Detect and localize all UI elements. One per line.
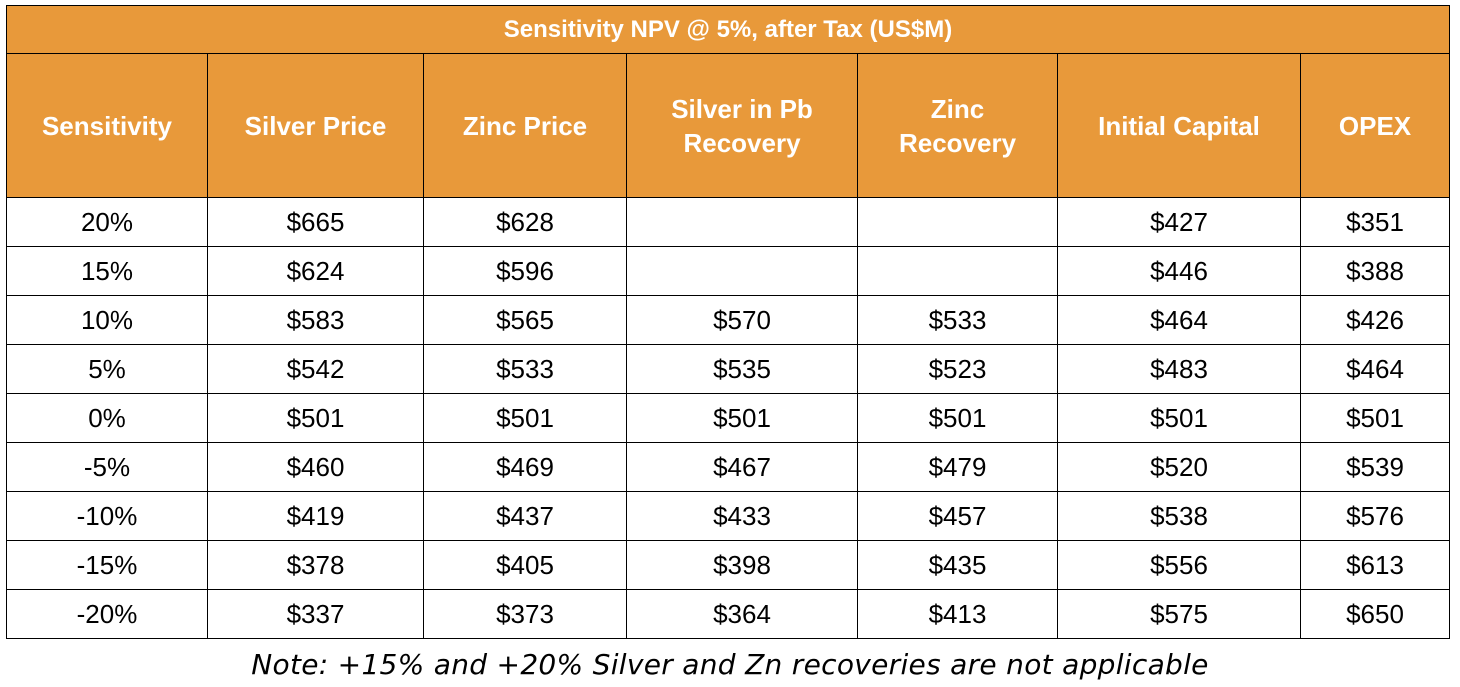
- npv-value-cell: $583: [207, 295, 424, 345]
- npv-value-cell: $405: [423, 540, 627, 590]
- npv-value-cell: $665: [207, 197, 424, 247]
- npv-value-cell: $520: [1057, 442, 1301, 492]
- table-note: Note: +15% and +20% Silver and Zn recove…: [251, 648, 1209, 681]
- column-header: Silver Price: [207, 53, 424, 198]
- column-header: Sensitivity: [6, 53, 208, 198]
- npv-value-cell: $565: [423, 295, 627, 345]
- npv-value-cell: $479: [857, 442, 1058, 492]
- npv-value-cell: [857, 246, 1058, 296]
- npv-value-cell: $378: [207, 540, 424, 590]
- npv-value-cell: $556: [1057, 540, 1301, 590]
- npv-value-cell: $464: [1300, 344, 1450, 394]
- column-header: Zinc Recovery: [857, 53, 1058, 198]
- column-header-label: Recovery: [898, 127, 1017, 158]
- npv-value-cell: $570: [626, 295, 858, 345]
- npv-value-cell: $467: [626, 442, 858, 492]
- npv-value-cell: $538: [1057, 491, 1301, 541]
- sensitivity-cell: -20%: [6, 589, 208, 639]
- column-header: OPEX: [1300, 53, 1450, 198]
- npv-value-cell: $364: [626, 589, 858, 639]
- column-header-label: Zinc: [930, 93, 985, 124]
- sensitivity-cell: 20%: [6, 197, 208, 247]
- npv-value-cell: $501: [1300, 393, 1450, 443]
- table-title: Sensitivity NPV @ 5%, after Tax (US$M): [6, 5, 1450, 54]
- header-row: Sensitivity Silver Price Zinc Price Silver …: [6, 53, 1450, 198]
- table-row: 15% $624 $596 $446 $388: [6, 246, 1450, 296]
- sensitivity-cell: 10%: [6, 295, 208, 345]
- npv-value-cell: $435: [857, 540, 1058, 590]
- npv-value-cell: $501: [857, 393, 1058, 443]
- column-header: Silver in Pb Recovery: [626, 53, 858, 198]
- npv-value-cell: $523: [857, 344, 1058, 394]
- npv-value-cell: $437: [423, 491, 627, 541]
- sensitivity-table-container: Sensitivity NPV @ 5%, after Tax (US$M) S…: [6, 5, 1450, 639]
- npv-value-cell: $539: [1300, 442, 1450, 492]
- column-header-label: Recovery: [683, 127, 801, 158]
- npv-value-cell: $576: [1300, 491, 1450, 541]
- npv-value-cell: $533: [857, 295, 1058, 345]
- column-header-label: Silver in Pb: [671, 93, 813, 124]
- table-row: 0% $501 $501 $501 $501 $501 $501: [6, 393, 1450, 443]
- column-header-label: Sensitivity: [41, 110, 173, 141]
- table-row: -20% $337 $373 $364 $413 $575 $650: [6, 589, 1450, 639]
- npv-value-cell: $433: [626, 491, 858, 541]
- npv-value-cell: $337: [207, 589, 424, 639]
- column-header-label: Initial Capital: [1098, 110, 1260, 141]
- npv-value-cell: $469: [423, 442, 627, 492]
- npv-value-cell: $575: [1057, 589, 1301, 639]
- table-row: 10% $583 $565 $570 $533 $464 $426: [6, 295, 1450, 345]
- npv-value-cell: $419: [207, 491, 424, 541]
- npv-value-cell: $501: [207, 393, 424, 443]
- table-body: 20% $665 $628 $427 $351 15% $624 $596 $446 $388 10…: [6, 197, 1450, 639]
- sensitivity-table: Sensitivity NPV @ 5%, after Tax (US$M) S…: [6, 5, 1450, 639]
- npv-value-cell: $533: [423, 344, 627, 394]
- npv-value-cell: [857, 197, 1058, 247]
- npv-value-cell: $398: [626, 540, 858, 590]
- sensitivity-cell: 5%: [6, 344, 208, 394]
- column-header: Initial Capital: [1057, 53, 1301, 198]
- column-header-label: Zinc Price: [462, 110, 588, 141]
- npv-value-cell: $542: [207, 344, 424, 394]
- column-header-label: Silver Price: [244, 110, 387, 141]
- npv-value-cell: $373: [423, 589, 627, 639]
- table-row: 5% $542 $533 $535 $523 $483 $464: [6, 344, 1450, 394]
- npv-value-cell: $501: [423, 393, 627, 443]
- sensitivity-cell: 0%: [6, 393, 208, 443]
- npv-value-cell: $483: [1057, 344, 1301, 394]
- npv-value-cell: $613: [1300, 540, 1450, 590]
- npv-value-cell: $628: [423, 197, 627, 247]
- column-header-label: OPEX: [1338, 110, 1412, 141]
- sensitivity-cell: -15%: [6, 540, 208, 590]
- npv-value-cell: $650: [1300, 589, 1450, 639]
- sensitivity-cell: -10%: [6, 491, 208, 541]
- npv-value-cell: $388: [1300, 246, 1450, 296]
- npv-value-cell: $464: [1057, 295, 1301, 345]
- npv-value-cell: $351: [1300, 197, 1450, 247]
- npv-value-cell: $413: [857, 589, 1058, 639]
- npv-value-cell: [626, 197, 858, 247]
- npv-value-cell: $596: [423, 246, 627, 296]
- npv-value-cell: $624: [207, 246, 424, 296]
- table-row: 20% $665 $628 $427 $351: [6, 197, 1450, 247]
- table-row: -10% $419 $437 $433 $457 $538 $576: [6, 491, 1450, 541]
- table-row: -15% $378 $405 $398 $435 $556 $613: [6, 540, 1450, 590]
- sensitivity-cell: 15%: [6, 246, 208, 296]
- sensitivity-cell: -5%: [6, 442, 208, 492]
- npv-value-cell: $427: [1057, 197, 1301, 247]
- npv-value-cell: $460: [207, 442, 424, 492]
- npv-value-cell: $457: [857, 491, 1058, 541]
- npv-value-cell: $501: [626, 393, 858, 443]
- table-row: -5% $460 $469 $467 $479 $520 $539: [6, 442, 1450, 492]
- column-header: Zinc Price: [423, 53, 627, 198]
- npv-value-cell: $501: [1057, 393, 1301, 443]
- npv-value-cell: $446: [1057, 246, 1301, 296]
- npv-value-cell: $426: [1300, 295, 1450, 345]
- npv-value-cell: $535: [626, 344, 858, 394]
- title-row: Sensitivity NPV @ 5%, after Tax (US$M): [6, 5, 1450, 54]
- npv-value-cell: [626, 246, 858, 296]
